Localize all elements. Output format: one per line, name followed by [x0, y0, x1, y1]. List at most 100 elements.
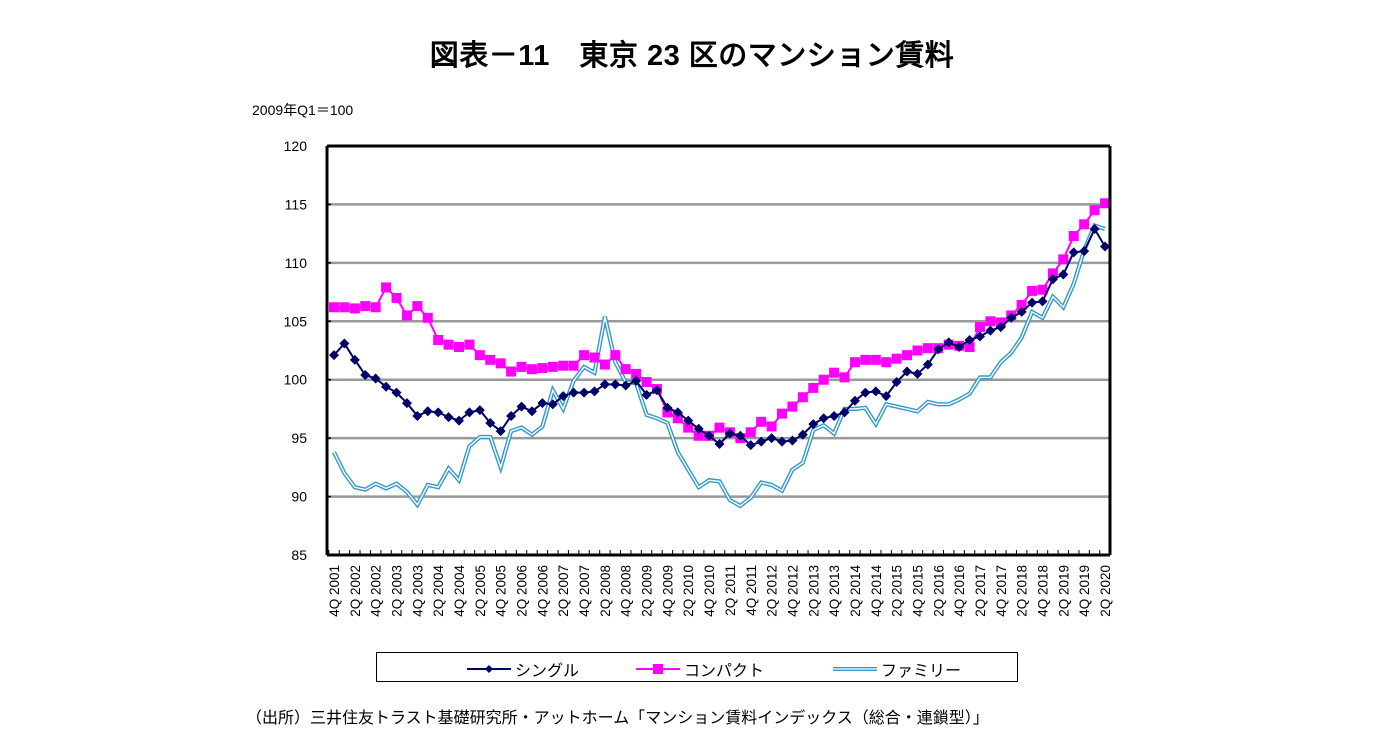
data-point-single: [985, 325, 996, 336]
data-point-single: [651, 385, 662, 396]
data-point-compact: [370, 302, 381, 313]
x-tick-label: 2Q 2012: [765, 565, 780, 617]
x-tick-label: 4Q 2019: [1077, 565, 1092, 617]
data-point-compact: [422, 312, 433, 323]
data-point-single: [579, 387, 590, 398]
x-tick-label: 2Q 2006: [515, 565, 530, 617]
data-point-compact: [599, 359, 610, 370]
x-tick-label: 2Q 2020: [1098, 565, 1113, 617]
y-tick-label: 100: [284, 372, 308, 388]
data-point-single: [506, 410, 517, 421]
data-point-single: [610, 379, 621, 390]
data-point-single: [745, 440, 756, 451]
data-point-compact: [381, 282, 392, 293]
data-point-single: [433, 407, 444, 418]
legend-item-single: シングル: [465, 657, 579, 681]
data-point-compact: [443, 339, 454, 350]
data-point-single: [370, 373, 381, 384]
data-point-single: [881, 391, 892, 402]
y-tick-label: 95: [291, 430, 307, 446]
x-tick-label: 2Q 2003: [390, 565, 405, 617]
x-tick-label: 4Q 2001: [327, 565, 342, 617]
data-point-single: [391, 387, 402, 398]
data-point-compact: [454, 341, 465, 352]
x-tick-label: 4Q 2010: [702, 565, 717, 617]
legend-label: コンパクト: [684, 663, 765, 680]
x-tick-label: 4Q 2007: [577, 565, 592, 617]
data-point-single: [1079, 246, 1090, 257]
data-point-compact: [818, 374, 829, 385]
data-point-single: [808, 419, 819, 430]
x-tick-label: 4Q 2006: [535, 565, 550, 617]
data-point-single: [1027, 297, 1038, 308]
data-point-compact: [797, 392, 808, 403]
line-chart: 85 90 95 100 105 110 115 120 4Q 2001 2Q 2002 4Q 20…: [284, 138, 1113, 617]
data-point-compact: [329, 302, 339, 313]
data-point-single: [995, 322, 1006, 333]
x-tick-label: 2Q 2005: [473, 565, 488, 617]
data-point-single: [516, 401, 527, 412]
data-point-compact: [537, 363, 548, 374]
x-tick-label: 4Q 2005: [494, 565, 509, 617]
data-point-compact: [745, 427, 756, 438]
data-point-single: [485, 417, 496, 428]
data-point-compact: [558, 360, 569, 371]
data-point-compact: [787, 401, 798, 412]
data-point-compact: [756, 416, 767, 427]
data-point-compact: [1027, 285, 1038, 296]
data-point-compact: [547, 361, 558, 372]
data-point-compact: [506, 366, 517, 377]
data-point-single: [964, 334, 975, 345]
x-tick-label: 4Q 2008: [619, 565, 634, 617]
data-point-compact: [829, 367, 840, 378]
y-tick-label: 105: [284, 313, 308, 329]
chart-title: 図表－11 東京 23 区のマンション賃料: [429, 40, 955, 72]
data-point-compact: [339, 302, 350, 313]
data-point-compact: [1016, 299, 1027, 310]
data-point-single: [1016, 306, 1027, 317]
data-point-compact: [360, 301, 371, 312]
data-point-compact: [974, 322, 985, 333]
data-point-single: [641, 389, 652, 400]
data-point-single: [349, 354, 360, 365]
data-point-single: [954, 341, 965, 352]
x-tick-label: 4Q 2018: [1035, 565, 1050, 617]
y-tick-label: 115: [285, 196, 308, 212]
x-tick-label: 2Q 2016: [931, 565, 946, 617]
data-point-single: [912, 368, 923, 379]
x-tick-label: 4Q 2003: [410, 565, 425, 617]
data-point-single: [756, 436, 767, 447]
data-point-compact: [777, 408, 788, 419]
data-point-single: [735, 430, 746, 441]
x-tick-label: 2Q 2010: [681, 565, 696, 617]
legend-item-compact: コンパクト: [634, 657, 764, 681]
series-line-family: [332, 222, 1106, 509]
data-point-compact: [495, 358, 506, 369]
y-axis-unit-label: 2009年Q1＝100: [252, 102, 354, 118]
x-tick-label: 4Q 2009: [660, 565, 675, 617]
x-tick-label: 4Q 2016: [952, 565, 967, 617]
data-point-single: [568, 387, 579, 398]
data-point-compact: [1047, 268, 1058, 279]
legend-line-icon: [833, 667, 877, 671]
data-point-compact: [808, 382, 819, 393]
data-point-compact: [860, 354, 871, 365]
data-point-compact: [620, 364, 631, 375]
x-tick-label: 2Q 2018: [1015, 565, 1030, 617]
x-tick-label: 4Q 2013: [827, 565, 842, 617]
source-note: （出所）三井住友トラスト基礎研究所・アットホーム「マンション賃料インデックス（総…: [246, 710, 989, 727]
legend-item-family: ファミリー: [831, 657, 961, 681]
data-point-compact: [349, 303, 360, 314]
data-point-single: [849, 395, 860, 406]
data-point-single: [943, 337, 954, 348]
data-point-single: [724, 428, 735, 439]
data-point-single: [766, 433, 777, 444]
x-tick-label: 4Q 2012: [785, 565, 800, 617]
data-point-single: [360, 370, 371, 381]
data-point-compact: [912, 345, 923, 356]
data-point-compact: [433, 334, 444, 345]
data-point-single: [662, 402, 673, 413]
x-tick-label: 4Q 2014: [869, 565, 884, 617]
data-point-single: [558, 391, 569, 402]
data-point-single: [1089, 223, 1100, 234]
